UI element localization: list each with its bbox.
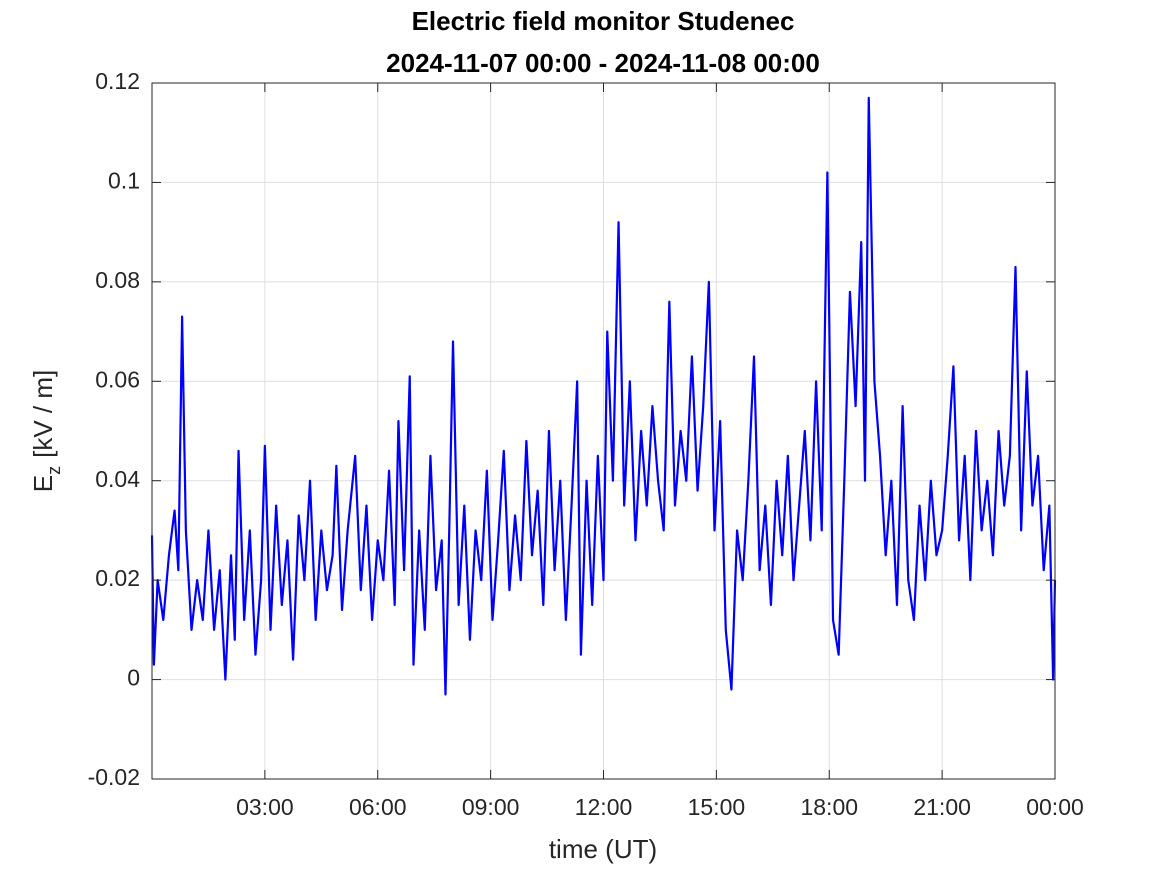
chart-subtitle: 2024-11-07 00:00 - 2024-11-08 00:00 [386, 48, 820, 78]
x-tick-label: 15:00 [688, 794, 746, 820]
x-tick-label: 21:00 [913, 794, 971, 820]
x-tick-label: 06:00 [349, 794, 407, 820]
chart-title: Electric field monitor Studenec [412, 6, 795, 36]
y-tick-label: 0.12 [95, 68, 140, 94]
y-label-subscript: z [44, 466, 64, 475]
y-label-main: E [28, 475, 58, 492]
data-layer [150, 96, 1057, 696]
x-tick-label: 18:00 [800, 794, 858, 820]
x-axis-label: time (UT) [549, 834, 657, 864]
ticks: -0.02 0 0.02 0.04 0.06 0.08 0.1 0.12 03:00 06:00 0… [88, 68, 1084, 820]
y-tick-label: 0.02 [95, 565, 140, 591]
y-label-unit: [kV / m] [28, 370, 58, 458]
y-tick-label: 0 [127, 665, 140, 691]
x-tick-label: 03:00 [236, 794, 294, 820]
y-tick-label: 0.04 [95, 466, 140, 492]
y-tick-label: -0.02 [88, 764, 140, 790]
x-tick-label: 09:00 [462, 794, 520, 820]
y-tick-label: 0.1 [108, 168, 140, 194]
x-tick-label: 00:00 [1026, 794, 1084, 820]
data-line [150, 96, 1057, 696]
y-tick-label: 0.08 [95, 267, 140, 293]
y-tick-label: 0.06 [95, 366, 140, 392]
x-tick-label: 12:00 [575, 794, 633, 820]
y-axis-label: Ez [kV / m] [28, 370, 64, 492]
